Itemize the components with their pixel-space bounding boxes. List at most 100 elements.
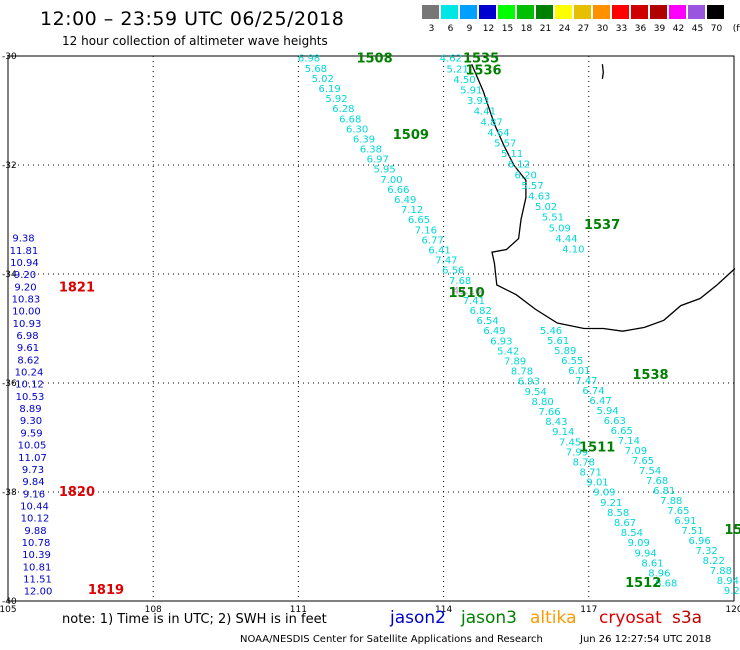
wave-height-value: 7.68 xyxy=(646,476,668,487)
pass-track: 9.3811.8110.949.209.2010.8310.0010.936.9… xyxy=(10,234,53,598)
pass-track: 5.465.615.896.556.017.476.746.475.946.63… xyxy=(540,326,740,597)
wave-height-value: 10.78 xyxy=(22,538,51,549)
wave-height-value: 5.11 xyxy=(501,149,523,160)
wave-height-value: 5.91 xyxy=(460,86,482,97)
colorbar-swatch xyxy=(574,5,591,19)
wave-height-value: 6.38 xyxy=(360,145,382,156)
coastline xyxy=(471,63,736,332)
wave-height-value: 8.96 xyxy=(648,568,670,579)
pass-label: 1509 xyxy=(393,128,429,143)
wave-height-value: 10.39 xyxy=(22,550,51,561)
colorbar-swatch xyxy=(650,5,667,19)
wave-height-value: 9.09 xyxy=(628,538,650,549)
legend-altika: altika xyxy=(530,608,577,628)
map-grid xyxy=(8,56,734,601)
colorbar-label: 15 xyxy=(501,24,514,34)
colorbar-swatch xyxy=(460,5,477,19)
wave-height-value: 6.77 xyxy=(422,235,444,246)
wave-height-value: 8.22 xyxy=(703,556,725,567)
wave-height-value: 6.65 xyxy=(611,426,633,437)
colorbar-label: 12 xyxy=(482,24,495,34)
colorbar-swatch xyxy=(479,5,496,19)
wave-height-value: 9.59 xyxy=(20,428,42,439)
wave-height-value: 9.38 xyxy=(12,234,34,245)
colorbar-swatch xyxy=(498,5,515,19)
colorbar-label: 9 xyxy=(466,24,473,34)
wave-height-value: 10.93 xyxy=(13,319,42,330)
wave-height-value: 6.49 xyxy=(394,195,416,206)
wave-height-value: 7.65 xyxy=(667,506,689,517)
pass-labels: 1536 1509 1537 1510 1511 1512 1539 1821 1819 xyxy=(59,64,740,598)
pass-label: 1510 xyxy=(448,286,484,301)
wave-height-value: 7.45 xyxy=(559,437,581,448)
wave-height-value: 5.57 xyxy=(494,139,516,150)
colorbar-label: 70 xyxy=(710,24,723,34)
wave-height-value: 4.41 xyxy=(474,107,496,118)
wave-height-value: 5.61 xyxy=(547,336,569,347)
wave-height-value: 9.01 xyxy=(586,478,608,489)
pass-label: 1508 xyxy=(356,52,392,67)
wave-height-value: 6.01 xyxy=(568,366,590,377)
wave-height-value: 8.89 xyxy=(19,404,41,415)
colorbar-label: 45 xyxy=(691,24,704,34)
wave-height-value: 7.09 xyxy=(625,446,647,457)
wave-height-value: 6.98 xyxy=(16,331,38,342)
wave-height-value: 6.65 xyxy=(408,215,430,226)
wave-height-value: 8.58 xyxy=(607,508,629,519)
wave-height-value: 7.89 xyxy=(504,357,526,368)
wave-height-value: 6.93 xyxy=(518,377,540,388)
pass-label: 1539 xyxy=(724,523,740,538)
colorbar-label: 42 xyxy=(672,24,685,34)
pass-label: 1820 xyxy=(59,485,95,500)
wave-height-value: 5.68 xyxy=(305,64,327,75)
wave-height-value: 9.09 xyxy=(593,488,615,499)
pass-label: 1536 xyxy=(465,64,501,79)
colorbar-label: 21 xyxy=(539,24,552,34)
wave-height-value: 9.16 xyxy=(23,489,45,500)
wave-height-value: 8.43 xyxy=(545,417,567,428)
wave-height-value: 6.30 xyxy=(346,124,368,135)
colorbar-label: (ft) xyxy=(732,24,740,34)
wave-height-value: 12.00 xyxy=(24,587,53,598)
lat-tick-label: -36 xyxy=(2,379,17,389)
wave-height-value: 7.65 xyxy=(632,456,654,467)
wave-height-value: 5.57 xyxy=(521,181,543,192)
wave-height-value: 7.14 xyxy=(618,436,640,447)
pass-track: 6.985.685.026.195.926.286.686.306.396.38… xyxy=(298,54,677,590)
colorbar-label: 18 xyxy=(520,24,533,34)
wave-height-value: 5.89 xyxy=(554,346,576,357)
wave-height-value: 3.93 xyxy=(467,96,489,107)
colorbar-label: 30 xyxy=(596,24,609,34)
wave-height-value: 6.56 xyxy=(442,266,464,277)
wave-height-value: 4.87 xyxy=(481,117,503,128)
wave-height-value: 6.68 xyxy=(339,114,361,125)
legend-cryosat: cryosat xyxy=(599,608,662,628)
colorbar-swatch xyxy=(707,5,724,19)
wave-height-value: 9.20 xyxy=(14,270,36,281)
wave-height-value: 7.12 xyxy=(401,205,423,216)
lon-tick-label: 114 xyxy=(435,605,452,615)
wave-height-value: 5.46 xyxy=(540,326,562,337)
wave-height-value: 5.42 xyxy=(497,346,519,357)
wave-height-value: 5.02 xyxy=(312,74,334,85)
wave-height-value: 6.55 xyxy=(561,356,583,367)
wave-height-value: 4.44 xyxy=(555,234,577,245)
wave-height-value: 9.20 xyxy=(14,282,36,293)
wave-height-value: 5.51 xyxy=(542,213,564,224)
wave-height-value: 11.51 xyxy=(23,575,52,586)
wave-height-value: 11.81 xyxy=(10,246,39,257)
wave-height-value: 9.14 xyxy=(552,427,574,438)
wave-height-value: 7.99 xyxy=(566,447,588,458)
wave-height-value: 10.12 xyxy=(15,380,44,391)
lon-tick-label: 111 xyxy=(290,605,307,615)
wave-height-value: 7.66 xyxy=(538,407,560,418)
lat-tick-label: -32 xyxy=(2,161,17,171)
footer-credit: NOAA/NESDIS Center for Satellite Applica… xyxy=(240,634,543,645)
wave-height-value: 6.82 xyxy=(470,306,492,317)
colorbar-swatch xyxy=(593,5,610,19)
wave-height-value: 4.50 xyxy=(453,75,475,86)
colorbar-label: 3 xyxy=(428,24,435,34)
pass-label: 1511 xyxy=(579,440,615,455)
wave-height-value: 10.53 xyxy=(16,392,45,403)
map-subtitle: 12 hour collection of altimeter wave hei… xyxy=(62,34,328,48)
